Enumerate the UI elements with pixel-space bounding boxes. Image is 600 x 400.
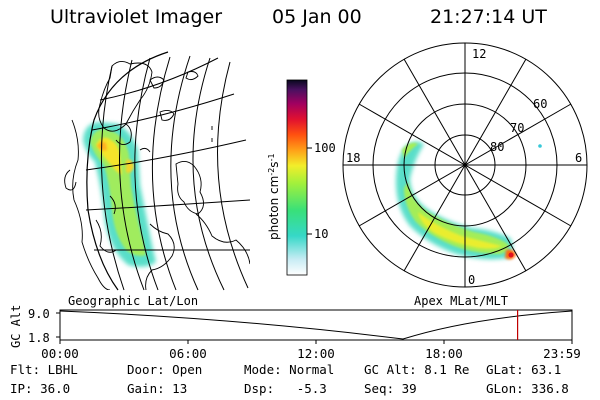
coastlines: [64, 61, 250, 290]
mlat-label-60: 60: [533, 97, 547, 111]
info-gain: Gain: 13: [127, 381, 188, 396]
mlt-label-6: 6: [575, 151, 582, 165]
info-ip: IP: 36.0: [10, 381, 71, 396]
info-glat: GLat: 63.1: [486, 362, 562, 377]
date-label: 05 Jan 00: [272, 6, 362, 28]
gc-altitude-curve: [59, 310, 573, 340]
timeline-ytick-1: 1.8: [28, 331, 50, 345]
info-mode: Mode: Normal: [244, 362, 335, 377]
colorbar: 100 10 photon cm-2s-1: [267, 79, 336, 276]
apex-caption: Apex MLat/MLT: [414, 294, 508, 308]
timeline-ticks: [59, 340, 573, 344]
orbit-timeline: GC Alt 9.0 1.8 00:00 06:00 12:00 18:00 2…: [9, 305, 581, 361]
colorbar-unit-label: photon cm-2s-1: [267, 153, 282, 240]
instrument-title: Ultraviolet Imager: [50, 6, 223, 28]
timeline-xtick-2: 12:00: [297, 346, 335, 361]
mlt-label-0: 0: [468, 273, 475, 287]
timeline-xtick-0: 00:00: [41, 346, 79, 361]
timeline-ytick-9: 9.0: [28, 307, 50, 321]
geo-caption: Geographic Lat/Lon: [68, 294, 198, 308]
info-door: Door: Open: [127, 362, 203, 377]
mlat-label-80: 80: [490, 140, 504, 154]
timeline-ylabel: GC Alt: [9, 305, 23, 348]
info-seq: Seq: 39: [364, 381, 417, 396]
timeline-xtick-4: 23:59: [543, 346, 581, 361]
mlt-label-18: 18: [346, 151, 360, 165]
info-dsp: Dsp: -5.3: [244, 381, 327, 396]
geographic-map: Geographic Lat/Lon: [64, 51, 251, 308]
timeline-xtick-1: 06:00: [169, 346, 207, 361]
map-grid-lines: [85, 51, 251, 291]
timeline-xtick-3: 18:00: [425, 346, 463, 361]
colorbar-label-10: 10: [314, 227, 328, 241]
mlt-label-12: 12: [472, 47, 486, 61]
polar-map: 12 18 6 0 60 70 80 Apex MLat/MLT: [342, 42, 588, 308]
mlat-label-70: 70: [510, 121, 524, 135]
colorbar-label-100: 100: [314, 141, 336, 155]
polar-grid: [342, 42, 588, 288]
auroral-oval-polar: [396, 141, 542, 260]
time-label: 21:27:14 UT: [430, 6, 547, 28]
info-gc-alt: GC Alt: 8.1 Re: [364, 362, 470, 377]
info-filter: Flt: LBHL: [10, 362, 78, 377]
colorbar-gradient: [286, 79, 308, 276]
info-glon: GLon: 336.8: [486, 381, 569, 396]
